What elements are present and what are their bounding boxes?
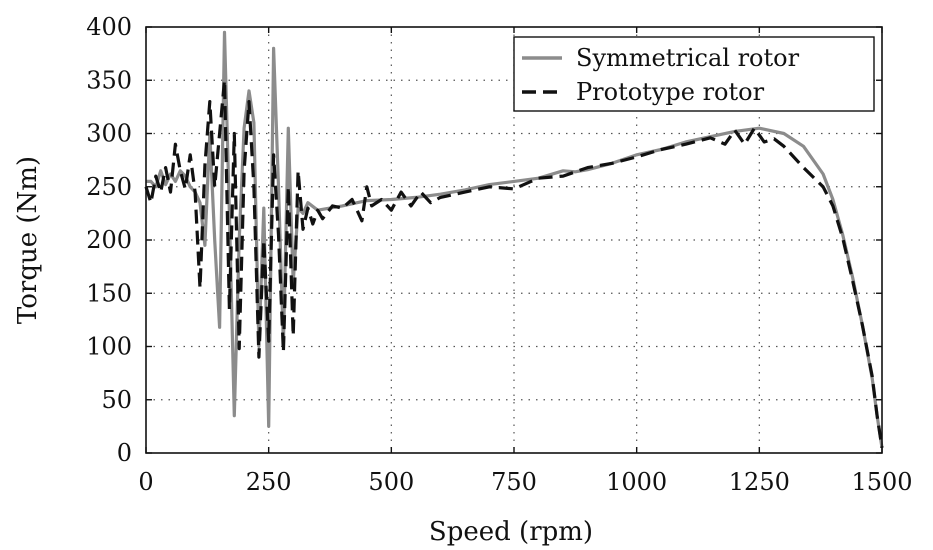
- series-layer: [144, 30, 884, 448]
- x-tick-label: 750: [491, 468, 537, 496]
- x-axis-title: Speed (rpm): [429, 517, 593, 547]
- series-prototype-rotor-line: [144, 78, 884, 448]
- y-tick-label: 400: [86, 13, 132, 41]
- y-tick-label: 200: [86, 226, 132, 254]
- y-tick-label: 300: [86, 120, 132, 148]
- x-tick-label: 1500: [851, 468, 912, 496]
- y-tick-label: 0: [117, 439, 132, 467]
- tick-layer: 0 250 500 750 1000 1250 1500 0 50 100 150 200 250 300…: [86, 13, 912, 496]
- y-tick-label: 100: [86, 333, 132, 361]
- x-tick-label: 1000: [606, 468, 667, 496]
- y-tick-label: 250: [86, 173, 132, 201]
- y-tick-label: 150: [86, 279, 132, 307]
- legend: Symmetrical rotor Prototype rotor: [513, 36, 875, 112]
- x-tick-label: 250: [246, 468, 292, 496]
- y-tick-label: 350: [86, 66, 132, 94]
- x-tick-label: 1250: [729, 468, 790, 496]
- x-tick-label: 0: [138, 468, 153, 496]
- x-tick-label: 500: [368, 468, 414, 496]
- y-axis-title: Torque (Nm): [13, 156, 43, 324]
- legend-symmetrical-label: Symmetrical rotor: [576, 44, 800, 72]
- y-tick-label: 50: [101, 386, 132, 414]
- legend-prototype-label: Prototype rotor: [576, 78, 765, 106]
- legend-box: [513, 36, 875, 112]
